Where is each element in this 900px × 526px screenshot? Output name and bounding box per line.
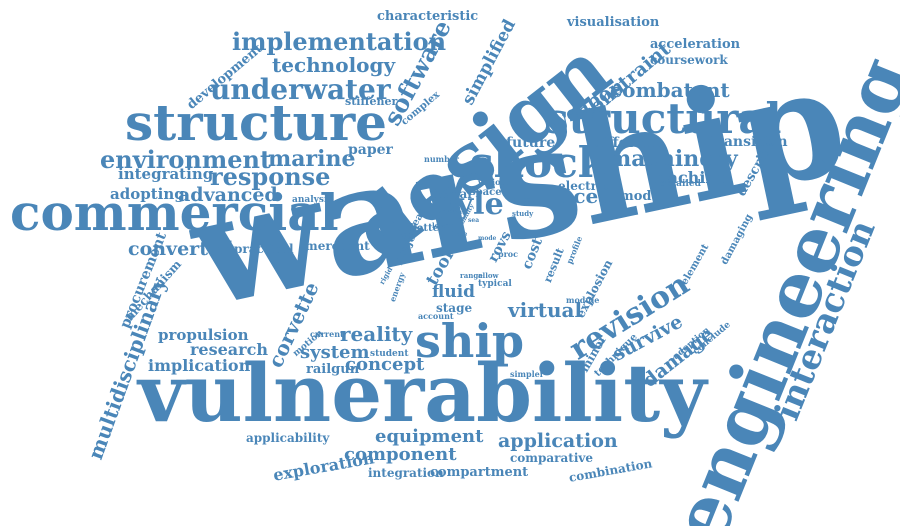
word: detailed bbox=[660, 179, 701, 189]
word: fluid bbox=[432, 282, 476, 302]
word: main bbox=[516, 231, 536, 240]
word: component bbox=[344, 444, 457, 465]
word: research bbox=[190, 340, 268, 359]
word: mode bbox=[478, 235, 497, 242]
word: simpler bbox=[510, 369, 544, 379]
word: analysis bbox=[292, 195, 333, 205]
word: propulsion bbox=[158, 326, 249, 344]
word: lower bbox=[432, 221, 454, 230]
word: marine bbox=[268, 146, 356, 172]
word: base bbox=[452, 231, 468, 238]
word: allow bbox=[478, 271, 499, 280]
word: style bbox=[425, 187, 504, 222]
word: adopting bbox=[110, 185, 185, 203]
word: paper bbox=[348, 142, 393, 158]
word: concept bbox=[345, 354, 425, 375]
word: comparative bbox=[510, 451, 593, 465]
word: electric bbox=[558, 179, 609, 193]
word: underwater bbox=[210, 73, 391, 106]
word: application bbox=[498, 430, 618, 452]
word: combatant bbox=[610, 78, 730, 102]
word: student bbox=[370, 349, 409, 359]
word: characteristic bbox=[377, 9, 479, 24]
word: visualisation bbox=[567, 15, 660, 30]
word: stage bbox=[436, 301, 473, 315]
word: module bbox=[566, 295, 600, 305]
word: commercial bbox=[10, 183, 339, 242]
word: ship bbox=[415, 314, 524, 368]
word: better bbox=[410, 223, 445, 234]
word: response bbox=[210, 162, 331, 191]
word: reality bbox=[340, 322, 413, 346]
word: ocean bbox=[560, 184, 626, 208]
word: stiffener bbox=[345, 95, 398, 108]
word: sea bbox=[468, 217, 480, 224]
word: space bbox=[470, 187, 502, 198]
word: vulnerability bbox=[138, 346, 707, 440]
word: account bbox=[418, 311, 454, 321]
word: system bbox=[300, 342, 370, 363]
word: integration bbox=[368, 466, 444, 480]
word: future bbox=[506, 135, 556, 151]
word: exploration bbox=[271, 448, 376, 485]
word: model bbox=[620, 189, 665, 204]
word: study bbox=[512, 209, 534, 218]
word: machinery bbox=[608, 146, 738, 172]
word: number bbox=[424, 154, 459, 164]
word: integrating bbox=[118, 165, 214, 183]
word: practical bbox=[234, 242, 294, 256]
word: advanced bbox=[178, 184, 278, 206]
word: acceleration bbox=[650, 37, 741, 52]
word: element bbox=[679, 242, 712, 287]
word: compartment bbox=[430, 465, 529, 480]
word: range bbox=[460, 271, 483, 280]
word: merchant bbox=[305, 239, 370, 253]
word: different bbox=[592, 135, 661, 151]
word: structure bbox=[125, 93, 387, 152]
word: equipment bbox=[375, 426, 484, 447]
word: teaching bbox=[650, 168, 729, 187]
word: typical bbox=[478, 279, 512, 289]
word: implication bbox=[148, 356, 251, 375]
word: applicability bbox=[246, 431, 330, 445]
word: shock bbox=[470, 138, 607, 187]
word: implementation bbox=[232, 27, 447, 56]
word: naval bbox=[436, 187, 472, 201]
word: environment bbox=[100, 145, 272, 174]
word: threats bbox=[444, 209, 469, 216]
word: technology bbox=[272, 53, 396, 77]
word: structural bbox=[545, 94, 782, 143]
word: railgun bbox=[306, 362, 360, 377]
word: transition bbox=[710, 134, 788, 150]
word: proc bbox=[498, 249, 519, 259]
word: converted bbox=[128, 238, 234, 260]
word: various bbox=[478, 177, 511, 187]
word: effect bbox=[512, 195, 535, 204]
word: current bbox=[310, 329, 344, 339]
word: coursework bbox=[650, 53, 728, 67]
word: virtual bbox=[508, 298, 583, 322]
